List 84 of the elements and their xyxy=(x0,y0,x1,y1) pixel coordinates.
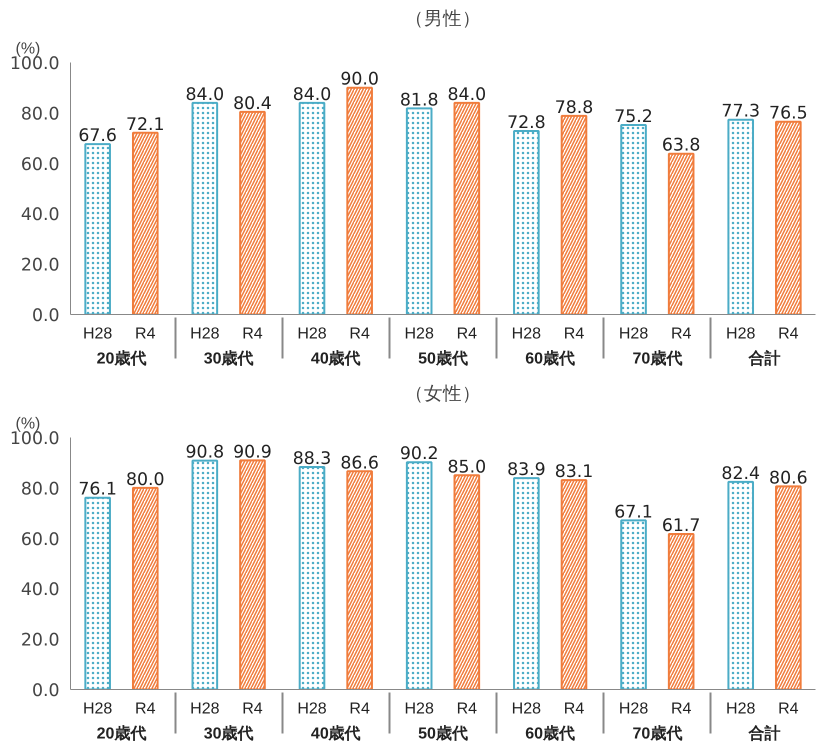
x-tick-label: 70歳代 xyxy=(632,350,682,368)
y-tick-label: 60.0 xyxy=(20,154,60,175)
y-tick-label: 0.0 xyxy=(32,681,60,701)
data-label: 80.0 xyxy=(126,470,165,490)
data-label: 78.8 xyxy=(554,98,594,118)
y-tick-label: 80.0 xyxy=(20,479,60,500)
text: H28 xyxy=(82,326,112,342)
data-label: 80.4 xyxy=(233,94,272,114)
data-label: 90.2 xyxy=(400,444,438,464)
text: R4 xyxy=(456,326,478,342)
text: H28 xyxy=(82,700,112,718)
x-tick-label: 50歳代 xyxy=(418,724,468,742)
series-label: H28 xyxy=(512,700,542,718)
data-label: 90.8 xyxy=(186,442,224,463)
data-label: 63.8 xyxy=(662,136,700,156)
y-tick-label: 60.0 xyxy=(20,530,60,550)
chart-title: （女性） xyxy=(405,382,481,404)
text: H28 xyxy=(190,326,220,342)
text: R4 xyxy=(242,700,263,718)
series-label: R4 xyxy=(135,326,156,342)
x-tick-label: 20歳代 xyxy=(96,724,146,742)
text: H28 xyxy=(404,700,434,718)
text: R4 xyxy=(349,700,370,718)
text: H28 xyxy=(618,700,648,718)
text: H28 xyxy=(404,326,434,342)
series-label: R4 xyxy=(135,700,156,718)
data-label: 82.4 xyxy=(721,464,760,484)
data-label: 85.0 xyxy=(448,457,486,478)
data-label: 75.2 xyxy=(614,106,653,127)
x-tick-label: 合計 xyxy=(748,724,781,742)
data-label: 67.1 xyxy=(614,502,653,522)
text: R4 xyxy=(349,326,370,342)
x-tick-label: 40歳代 xyxy=(310,350,361,368)
text: R4 xyxy=(564,326,584,342)
data-label: 80.6 xyxy=(769,468,808,488)
data-label: 61.7 xyxy=(662,516,700,536)
data-label: 77.3 xyxy=(721,102,760,122)
y-tick-label: 40.0 xyxy=(20,205,60,226)
data-label: 90.0 xyxy=(340,70,379,90)
text: H28 xyxy=(618,326,648,342)
data-label: 67.6 xyxy=(78,126,117,146)
x-tick-label: 30歳代 xyxy=(204,724,254,742)
data-label: 83.1 xyxy=(554,462,594,482)
text: R4 xyxy=(778,700,799,718)
text: R4 xyxy=(670,700,692,718)
chart-title: （男性） xyxy=(405,8,481,28)
y-axis-title: (%) xyxy=(16,416,40,432)
data-label: 86.6 xyxy=(340,453,379,474)
data-label: 84.0 xyxy=(292,84,332,105)
text: H28 xyxy=(726,326,756,342)
data-label: 90.9 xyxy=(233,442,272,462)
data-label: 76.1 xyxy=(78,480,117,500)
text: R4 xyxy=(242,326,263,342)
x-tick-label: 30歳代 xyxy=(204,350,254,368)
text: R4 xyxy=(778,326,799,342)
data-label: 83.9 xyxy=(507,460,546,480)
data-label: 88.3 xyxy=(292,448,332,469)
text: H28 xyxy=(297,700,327,718)
x-tick-label: 40歳代 xyxy=(310,724,361,742)
x-tick-label: 50歳代 xyxy=(418,350,468,368)
x-tick-label: 60歳代 xyxy=(525,350,576,368)
x-tick-label: 合計 xyxy=(748,350,781,368)
y-axis-title: (%) xyxy=(16,40,40,58)
text: R4 xyxy=(456,700,478,718)
x-tick-label: 60歳代 xyxy=(525,724,576,742)
data-label: 84.0 xyxy=(448,84,486,105)
data-label: 72.8 xyxy=(507,113,546,134)
text: H28 xyxy=(190,700,220,718)
data-label: 81.8 xyxy=(400,90,438,110)
x-tick-label: 20歳代 xyxy=(96,350,146,368)
series-label: H28 xyxy=(512,326,542,342)
y-tick-label: 80.0 xyxy=(20,104,60,124)
y-tick-label: 40.0 xyxy=(20,580,60,600)
y-tick-label: 0.0 xyxy=(32,306,60,326)
data-label: 84.0 xyxy=(186,84,224,105)
x-tick-label: 70歳代 xyxy=(632,724,682,742)
text: H28 xyxy=(726,700,756,718)
text: H28 xyxy=(297,326,327,342)
y-tick-label: 20.0 xyxy=(20,256,60,276)
text: R4 xyxy=(564,700,584,718)
text: R4 xyxy=(670,326,692,342)
y-tick-label: 20.0 xyxy=(20,630,60,651)
data-label: 72.1 xyxy=(126,114,165,135)
data-label: 76.5 xyxy=(769,104,808,124)
